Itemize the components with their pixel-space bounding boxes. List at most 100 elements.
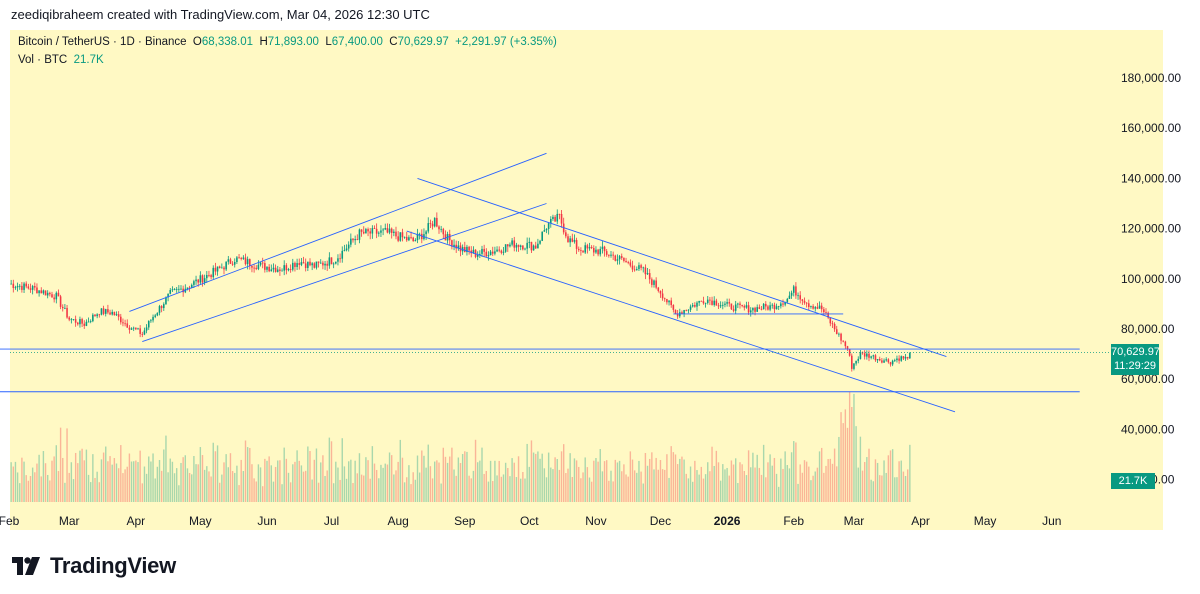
candle-body [689,306,692,310]
candle [276,265,279,273]
candle [881,358,883,364]
candle-body [393,231,395,233]
candle-body [513,240,516,248]
volume-bar [249,447,251,502]
candle [857,356,860,364]
volume-bar [124,469,126,502]
candle [846,345,849,351]
candle [816,302,819,310]
candle [272,263,275,273]
volume-bar [298,460,300,502]
candle [270,264,273,272]
candle [386,223,389,234]
volume-bar [833,448,836,502]
chart-panel[interactable] [10,30,1160,530]
candle-body [565,232,567,237]
candle [863,350,866,360]
candle [674,309,677,315]
candle [481,245,483,257]
candle-body [734,304,737,311]
candle [730,303,733,310]
candle [851,353,853,372]
volume-bar [141,483,143,502]
candle [89,319,92,324]
candle-body [115,314,118,316]
candle [42,289,45,295]
volume-bar [717,462,720,502]
volume-bar [752,452,754,502]
candle-body [685,310,688,311]
symbol-label[interactable]: Bitcoin / TetherUS · 1D · Binance [18,36,187,48]
candle-body [68,317,70,320]
candle-body [268,266,270,272]
candle [715,298,718,306]
candle-body [790,292,793,296]
volume-bar [563,444,565,502]
volume-bar [537,451,539,502]
candle [302,256,305,264]
candle [395,226,397,240]
candle-body [808,303,810,307]
candle-body [586,245,589,249]
candle-body [356,238,359,240]
candle [117,311,120,321]
x-tick-label: Nov [585,514,606,528]
volume-bar [795,442,797,502]
volume-bar [156,466,159,502]
candle-body [401,232,404,238]
candle-body [515,244,518,248]
volume-bar [375,469,378,502]
candle [64,303,66,310]
candle [659,290,662,298]
volume-label[interactable]: Vol · BTC [18,54,68,66]
candle [814,306,817,312]
candle [216,266,219,276]
candle [251,265,253,273]
candle-body [429,223,432,224]
candle-body [343,250,346,251]
candle [375,223,378,239]
candle [21,281,23,293]
candle-body [218,266,221,268]
candle-body [507,244,509,247]
candle-body [167,293,169,298]
tradingview-logo[interactable]: TradingView [12,553,176,579]
volume-bar [883,460,885,502]
candle-body [747,305,750,313]
candle-body [851,355,853,369]
volume-bar [221,474,223,502]
volume-bar [154,478,156,502]
volume-bar [384,463,386,502]
candle [109,309,111,316]
volume-bar [902,471,905,502]
candle [311,262,313,271]
candle-body [694,305,696,307]
volume-bar [378,478,380,502]
open-label: O [192,36,202,48]
candle [113,311,116,316]
candle-body [792,286,795,293]
candle [163,302,165,311]
candle-body [608,254,610,256]
candle-body [481,248,483,254]
candle-body [283,265,285,271]
volume-bar [98,482,100,502]
candle-body [863,353,866,357]
candle [371,225,374,239]
candle-body [111,311,113,315]
price-axis[interactable] [1111,30,1163,530]
volume-bar [823,472,825,502]
volume-bar [79,450,81,502]
candle [412,236,414,242]
volume-bar [31,467,34,502]
volume-bar [96,471,98,502]
candle [494,246,496,256]
volume-bar [765,477,767,502]
tradingview-brand: TradingView [50,553,176,578]
candle [171,286,174,293]
candle [831,320,834,329]
candle [423,228,425,241]
candle-body [403,236,406,238]
candle [83,320,86,329]
